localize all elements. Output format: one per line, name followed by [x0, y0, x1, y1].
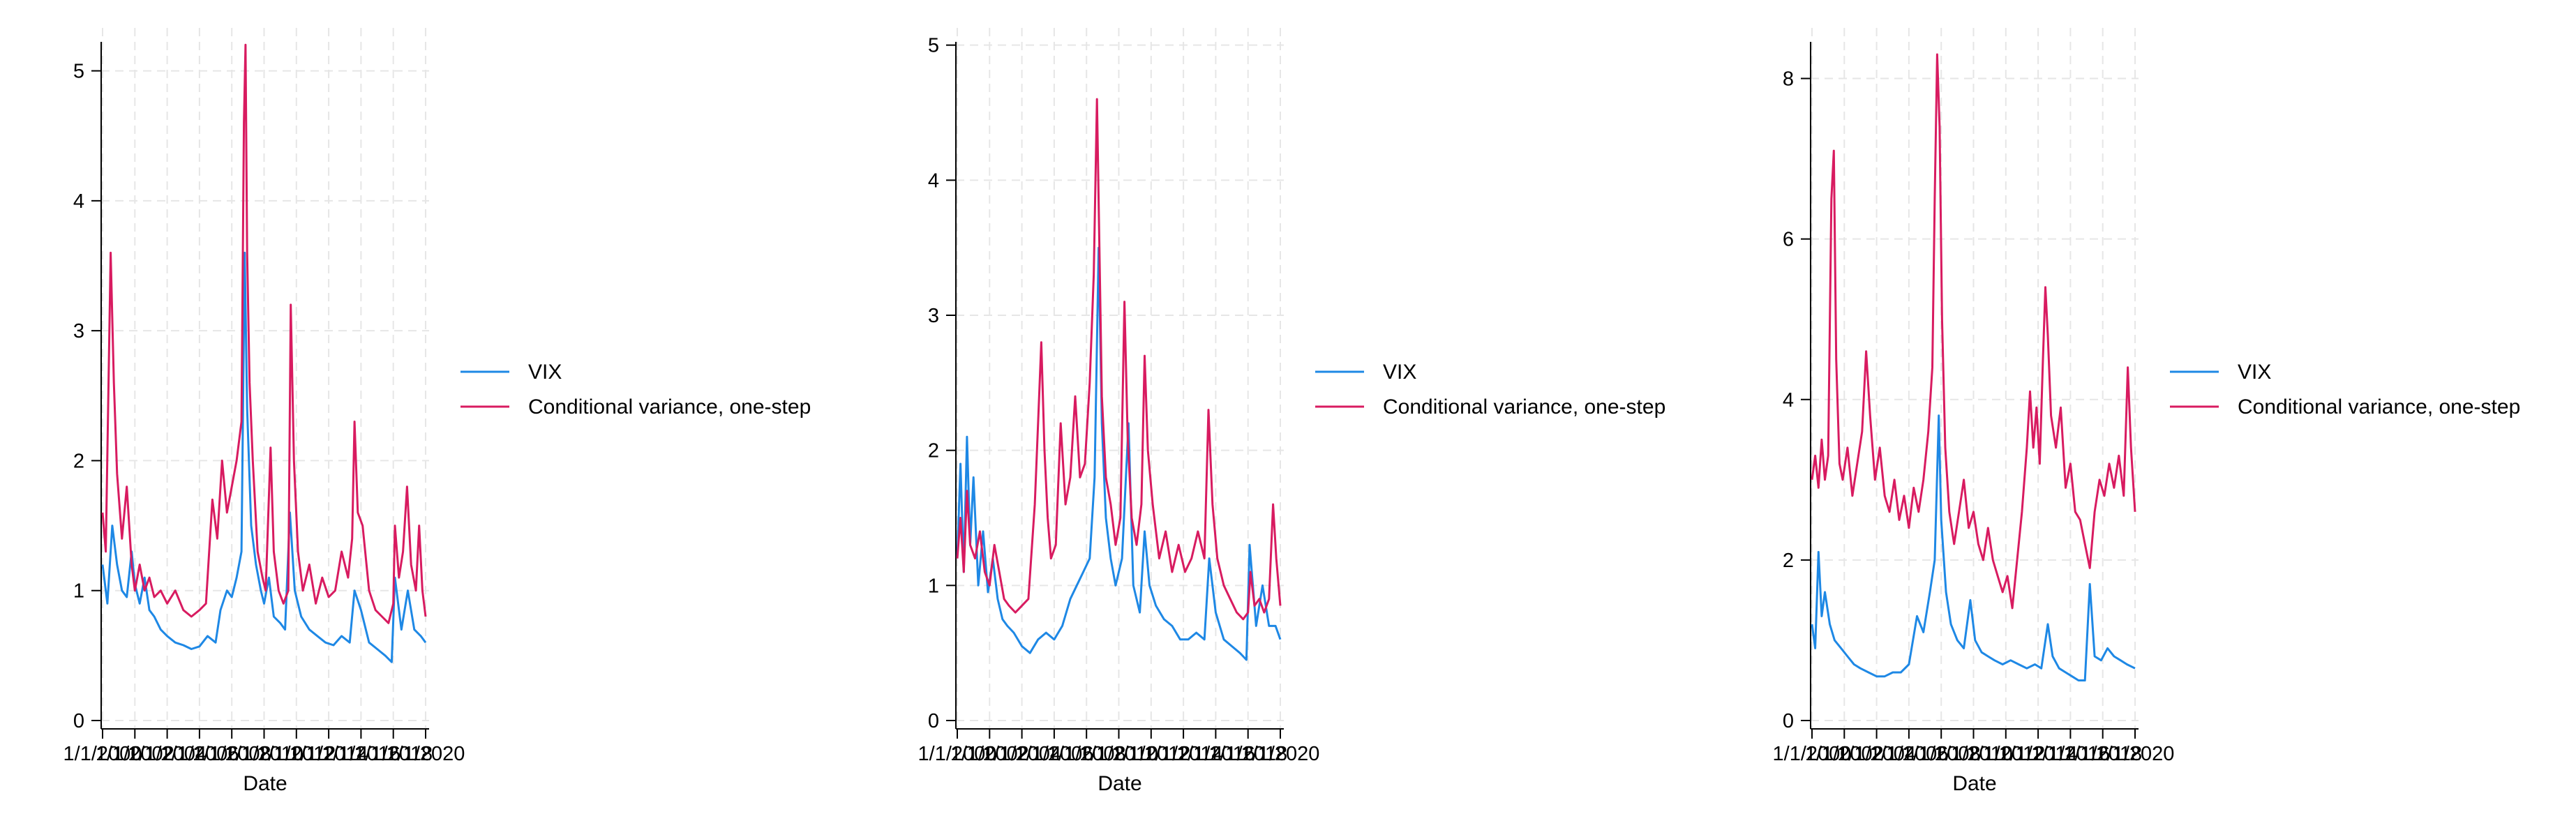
chart-panel-2: 0123451/1/20001/1/20021/1/20041/1/20061/…	[918, 28, 1665, 795]
x-tick-label: 1/1/2020	[387, 743, 465, 765]
x-tick-label: 1/1/2004	[982, 743, 1061, 765]
x-tick-label: 1/1/2016	[2031, 743, 2110, 765]
y-tick-label: 4	[73, 190, 84, 213]
x-axis-title: Date	[243, 772, 287, 795]
y-tick-label: 2	[1783, 550, 1794, 572]
y-tick-label: 8	[1783, 68, 1794, 91]
x-tick-label: 1/1/2008	[193, 743, 271, 765]
x-tick-label: 1/1/2014	[1144, 743, 1223, 765]
y-tick-label: 0	[73, 710, 84, 732]
x-tick-label: 1/1/2010	[1079, 743, 1158, 765]
legend-label-vix: VIX	[2238, 361, 2271, 384]
gridlines	[101, 28, 429, 729]
y-tick-label: 0	[928, 710, 939, 732]
series-line-conditional-variance	[1811, 53, 2136, 610]
x-tick-label: 1/1/2000	[1773, 743, 1852, 765]
x-tick-label: 1/1/2000	[918, 743, 997, 765]
x-tick-label: 1/1/2004	[1837, 743, 1916, 765]
x-tick-label: 1/1/2010	[225, 743, 304, 765]
y-tick-label: 2	[73, 450, 84, 472]
x-tick-label: 1/1/2000	[63, 743, 142, 765]
x-tick-label: 1/1/2004	[128, 743, 207, 765]
gridlines	[1811, 28, 2139, 729]
x-axis-title: Date	[1098, 772, 1141, 795]
y-tick-label: 1	[73, 580, 84, 603]
x-tick-label: 1/1/2006	[1869, 743, 1948, 765]
legend-label-vix: VIX	[528, 361, 562, 384]
x-tick-label: 1/1/2016	[322, 743, 400, 765]
y-tick-label: 3	[73, 320, 84, 342]
x-tick-label: 1/1/2020	[1241, 743, 1320, 765]
x-tick-label: 1/1/2014	[290, 743, 368, 765]
series-line-conditional-variance	[101, 43, 427, 624]
y-tick-label: 1	[928, 575, 939, 597]
chart-panel-3: 024681/1/20001/1/20021/1/20041/1/20061/1…	[1773, 28, 2520, 795]
x-tick-label: 1/1/2016	[1176, 743, 1255, 765]
legend: VIX Conditional variance, one-step	[1315, 361, 1665, 418]
x-tick-label: 1/1/2020	[2096, 743, 2175, 765]
legend-label-conditional-variance: Conditional variance, one-step	[528, 395, 811, 418]
y-tick-label: 6	[1783, 229, 1794, 251]
x-tick-label: 1/1/2008	[1047, 743, 1126, 765]
x-tick-label: 1/1/2002	[96, 743, 174, 765]
series-line-vix	[1811, 414, 2136, 681]
x-tick-label: 1/1/2018	[2063, 743, 2142, 765]
y-tick-label: 3	[928, 305, 939, 327]
x-axis-title: Date	[1952, 772, 1996, 795]
legend-label-conditional-variance: Conditional variance, one-step	[1383, 395, 1665, 418]
x-tick-label: 1/1/2002	[1805, 743, 1884, 765]
gridlines	[956, 28, 1284, 729]
legend-label-conditional-variance: Conditional variance, one-step	[2238, 395, 2520, 418]
x-tick-label: 1/1/2012	[257, 743, 336, 765]
x-tick-label: 1/1/2010	[1934, 743, 2013, 765]
y-tick-label: 0	[1783, 710, 1794, 732]
series-line-vix	[101, 251, 427, 663]
x-tick-label: 1/1/2006	[1014, 743, 1093, 765]
x-tick-label: 1/1/2006	[160, 743, 239, 765]
x-tick-label: 1/1/2012	[1111, 743, 1190, 765]
legend-label-vix: VIX	[1383, 361, 1416, 384]
y-tick-label: 5	[928, 35, 939, 57]
x-tick-label: 1/1/2008	[1902, 743, 1981, 765]
x-tick-label: 1/1/2014	[1999, 743, 2078, 765]
legend: VIX Conditional variance, one-step	[460, 361, 811, 418]
x-tick-label: 1/1/2012	[1966, 743, 2045, 765]
y-tick-label: 5	[73, 61, 84, 83]
x-tick-label: 1/1/2018	[354, 743, 433, 765]
series-line-conditional-variance	[956, 98, 1282, 621]
x-tick-label: 1/1/2018	[1208, 743, 1287, 765]
y-tick-label: 2	[928, 440, 939, 462]
legend: VIX Conditional variance, one-step	[2170, 361, 2520, 418]
y-tick-label: 4	[928, 169, 939, 192]
y-tick-label: 4	[1783, 389, 1794, 412]
x-tick-label: 1/1/2002	[950, 743, 1029, 765]
chart-panel-1: 0123451/1/20001/1/20021/1/20041/1/20061/…	[63, 28, 811, 795]
